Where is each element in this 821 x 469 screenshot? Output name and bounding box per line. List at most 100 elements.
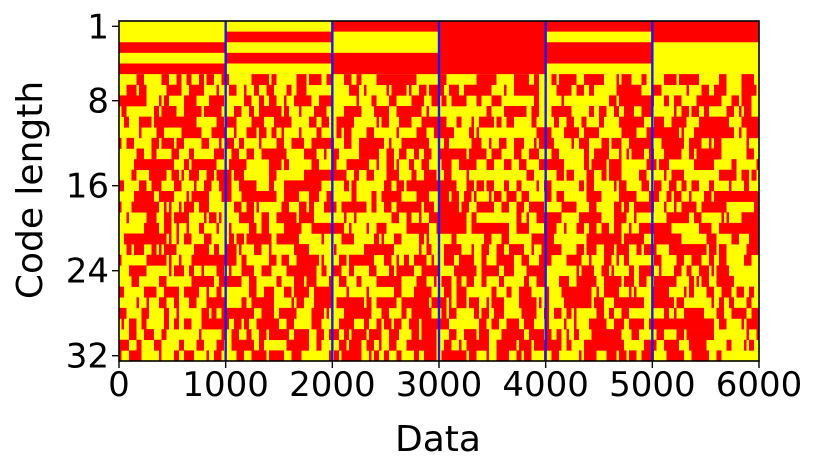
heatmap-cell [534, 265, 537, 277]
heatmap-cell [284, 95, 287, 107]
heatmap-cell [544, 127, 552, 139]
heatmap-cell [321, 233, 324, 245]
heatmap-cell [229, 222, 232, 234]
heatmap-cell [674, 106, 677, 117]
heatmap-cell [629, 318, 637, 330]
heatmap-cell [536, 233, 539, 245]
heatmap-cell [659, 222, 664, 234]
heatmap-cell [466, 276, 474, 287]
heatmap-cell [689, 329, 697, 341]
heatmap-cell [684, 212, 689, 224]
heatmap-cell [474, 307, 479, 319]
heatmap-cell [584, 339, 592, 351]
heatmap-cell [496, 254, 502, 266]
heatmap-cell [396, 254, 399, 266]
heatmap-cell [406, 339, 409, 351]
heatmap-cell [371, 254, 374, 266]
heatmap-cell [386, 169, 389, 181]
heatmap-cell [626, 276, 634, 287]
heatmap-cell [674, 148, 682, 160]
heatmap-cell [426, 148, 432, 160]
heatmap-cell [346, 318, 354, 330]
heatmap-cell [181, 127, 189, 139]
heatmap-cell [191, 191, 197, 202]
heatmap-cell [296, 254, 304, 266]
heatmap-cell [254, 233, 257, 245]
heatmap-cell [449, 297, 452, 309]
heatmap-cell [471, 212, 477, 224]
heatmap-cell [246, 180, 254, 192]
heatmap-cell [611, 169, 614, 181]
heatmap-cell [674, 233, 682, 245]
heatmap-cell [679, 265, 682, 277]
heatmap-cell [359, 276, 362, 287]
heatmap-cell [174, 297, 177, 309]
heatmap-cell [406, 180, 412, 192]
heatmap-cell [424, 191, 429, 202]
heatmap-cell [214, 318, 217, 330]
heatmap-cell [164, 137, 167, 149]
heatmap-cell [584, 350, 589, 362]
heatmap-cell [436, 222, 444, 234]
heatmap-cell [566, 339, 572, 351]
heatmap-cell [309, 74, 317, 86]
heatmap-cell [689, 201, 697, 213]
heatmap-cell [294, 244, 297, 256]
heatmap-cell [534, 95, 537, 107]
heatmap-cell [684, 74, 692, 86]
heatmap-cell [196, 254, 202, 266]
heatmap-cell [726, 127, 734, 139]
heatmap-cell [639, 95, 642, 107]
heatmap-cell [371, 339, 374, 351]
heatmap-cell [674, 95, 677, 107]
heatmap-cell [691, 137, 694, 149]
heatmap-cell [544, 222, 552, 234]
heatmap-cell [639, 169, 647, 181]
heatmap-cell [301, 212, 309, 224]
heatmap-cell [189, 84, 192, 96]
heatmap-cell [641, 350, 644, 362]
heatmap-cell [546, 297, 549, 309]
heatmap-cell [269, 95, 274, 107]
heatmap-cell [729, 106, 734, 117]
heatmap-cell [299, 127, 302, 139]
heatmap-cell [131, 276, 139, 287]
heatmap-cell [225, 31, 333, 43]
heatmap-cell [376, 74, 384, 86]
heatmap-cell [226, 137, 234, 149]
heatmap-cell [541, 244, 547, 256]
heatmap-cell [214, 148, 219, 160]
heatmap-cell [674, 137, 679, 149]
heatmap-cell [709, 137, 712, 149]
heatmap-cell [344, 74, 352, 86]
heatmap-cell [451, 127, 454, 139]
heatmap-cell [741, 116, 749, 128]
heatmap-cell [456, 244, 462, 256]
heatmap-cell [489, 74, 492, 86]
heatmap-cell [369, 137, 377, 149]
heatmap-cell [231, 254, 234, 266]
heatmap-cell [629, 106, 634, 117]
heatmap-cell [441, 201, 447, 213]
heatmap-cell [566, 329, 569, 341]
heatmap-cell [186, 74, 192, 86]
heatmap-cell [164, 318, 169, 330]
heatmap-cell [156, 169, 164, 181]
heatmap-cell [509, 254, 514, 266]
x-tick-label: 0 [108, 365, 130, 405]
heatmap-cell [566, 74, 574, 86]
heatmap-cell [421, 233, 424, 245]
heatmap-cell [216, 127, 222, 139]
heatmap-cell [604, 276, 612, 287]
heatmap-cell [629, 222, 632, 234]
heatmap-cell [496, 148, 502, 160]
heatmap-cell [439, 201, 442, 213]
heatmap-cell [351, 233, 354, 245]
heatmap-cell [756, 116, 759, 128]
heatmap-cell [709, 127, 714, 139]
heatmap-cell [376, 276, 382, 287]
heatmap-cell [536, 339, 539, 351]
heatmap-cell [536, 329, 544, 341]
heatmap-cell [559, 106, 567, 117]
heatmap-cell [311, 212, 314, 224]
